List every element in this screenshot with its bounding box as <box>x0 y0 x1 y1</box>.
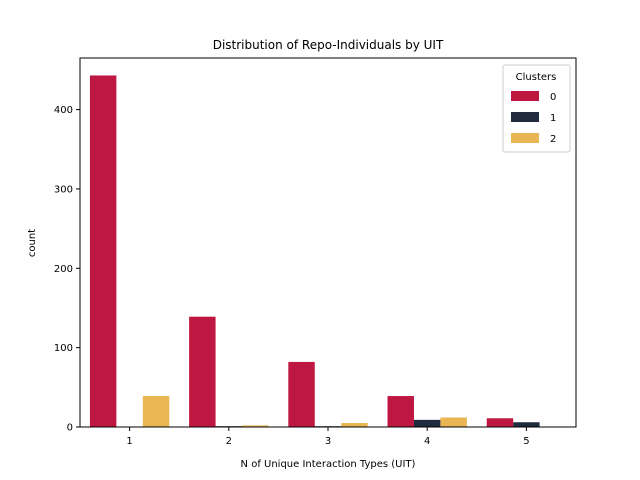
legend-frame <box>502 64 571 153</box>
y-tick-label: 200 <box>54 264 73 275</box>
bar-1-series-2 <box>142 396 170 427</box>
legend-title: Clusters <box>516 72 557 83</box>
axes-frame <box>79 57 577 428</box>
chart-title: Distribution of Repo-Individuals by UIT <box>213 38 444 52</box>
bar-4-series-1 <box>413 419 441 427</box>
legend-label-0: 0 <box>550 92 556 103</box>
legend-label-2: 2 <box>550 134 556 145</box>
y-tick-label: 400 <box>54 105 73 116</box>
legend-swatch-1 <box>511 112 539 122</box>
bar-4-series-0 <box>387 396 414 427</box>
legend-swatch-0 <box>511 91 539 101</box>
legend-swatch-2 <box>511 133 539 143</box>
y-tick-label: 300 <box>54 184 73 195</box>
bar-4-series-2 <box>440 417 467 427</box>
plot-area: 1 2 3 4 5 0 100 200 300 400 <box>54 57 577 447</box>
x-tick-label: 2 <box>226 436 232 447</box>
x-tick-label: 1 <box>126 436 132 447</box>
x-axis-label: N of Unique Interaction Types (UIT) <box>241 459 416 470</box>
x-tick-label: 3 <box>325 436 331 447</box>
legend: Clusters 0 1 2 <box>502 64 571 153</box>
bar-5-series-1 <box>513 422 540 427</box>
x-tick-label: 5 <box>523 436 529 447</box>
x-tick-label: 4 <box>424 436 430 447</box>
bar-3-series-2 <box>341 423 368 427</box>
legend-label-1: 1 <box>550 113 556 124</box>
y-tick-label: 100 <box>54 343 73 354</box>
bar-5-series-0 <box>486 418 514 427</box>
bar-1-series-0 <box>89 75 117 428</box>
y-tick-label: 0 <box>67 423 73 434</box>
bar-2-series-2 <box>242 425 269 427</box>
bar-2-series-0 <box>189 316 216 427</box>
bar-3-series-0 <box>288 361 315 427</box>
y-axis-label: count <box>27 229 38 257</box>
